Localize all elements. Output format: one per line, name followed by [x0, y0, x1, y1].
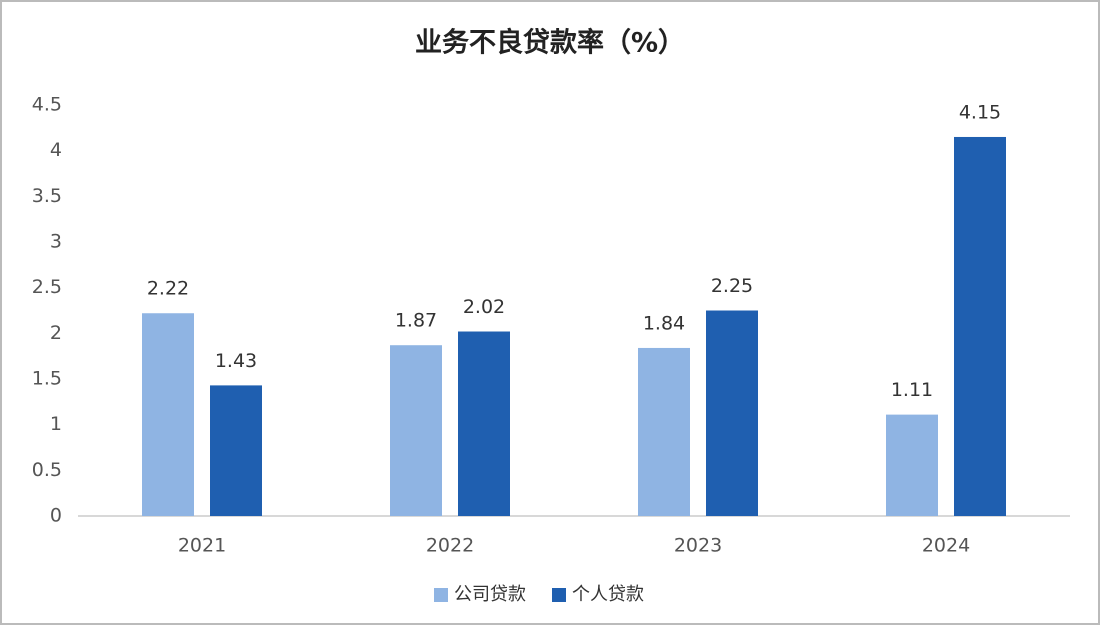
x-tick-label: 2021 [178, 535, 226, 557]
value-label: 4.15 [959, 101, 1001, 123]
y-tick-label: 0 [50, 505, 62, 527]
bar [142, 313, 194, 516]
value-label: 2.25 [711, 275, 753, 297]
bar [886, 414, 938, 516]
value-label: 1.11 [891, 379, 933, 401]
bar [210, 385, 262, 516]
value-label: 1.43 [215, 350, 257, 372]
y-tick-label: 4.5 [32, 94, 62, 116]
bar [390, 345, 442, 516]
bar [706, 310, 758, 516]
legend-swatch [434, 588, 448, 602]
x-tick-label: 2024 [922, 535, 970, 557]
y-tick-label: 3.5 [32, 185, 62, 207]
y-tick-label: 0.5 [32, 459, 62, 481]
y-tick-label: 1 [50, 413, 62, 435]
value-label: 2.02 [463, 296, 505, 318]
chart-title: 业务不良贷款率（%） [415, 27, 685, 59]
y-tick-label: 4 [50, 139, 62, 161]
value-label: 1.84 [643, 312, 685, 334]
y-tick-label: 3 [50, 231, 62, 253]
y-tick-label: 2.5 [32, 276, 62, 298]
legend-label: 个人贷款 [572, 584, 644, 605]
legend-swatch [552, 588, 566, 602]
bar [954, 136, 1006, 516]
value-label: 2.22 [147, 278, 189, 300]
y-tick-label: 1.5 [32, 368, 62, 390]
bar [638, 347, 690, 516]
y-tick-label: 2 [50, 322, 62, 344]
x-tick-label: 2023 [674, 535, 722, 557]
legend-label: 公司贷款 [454, 584, 526, 605]
x-tick-label: 2022 [426, 535, 474, 557]
value-label: 1.87 [395, 310, 437, 332]
bar [458, 331, 510, 516]
